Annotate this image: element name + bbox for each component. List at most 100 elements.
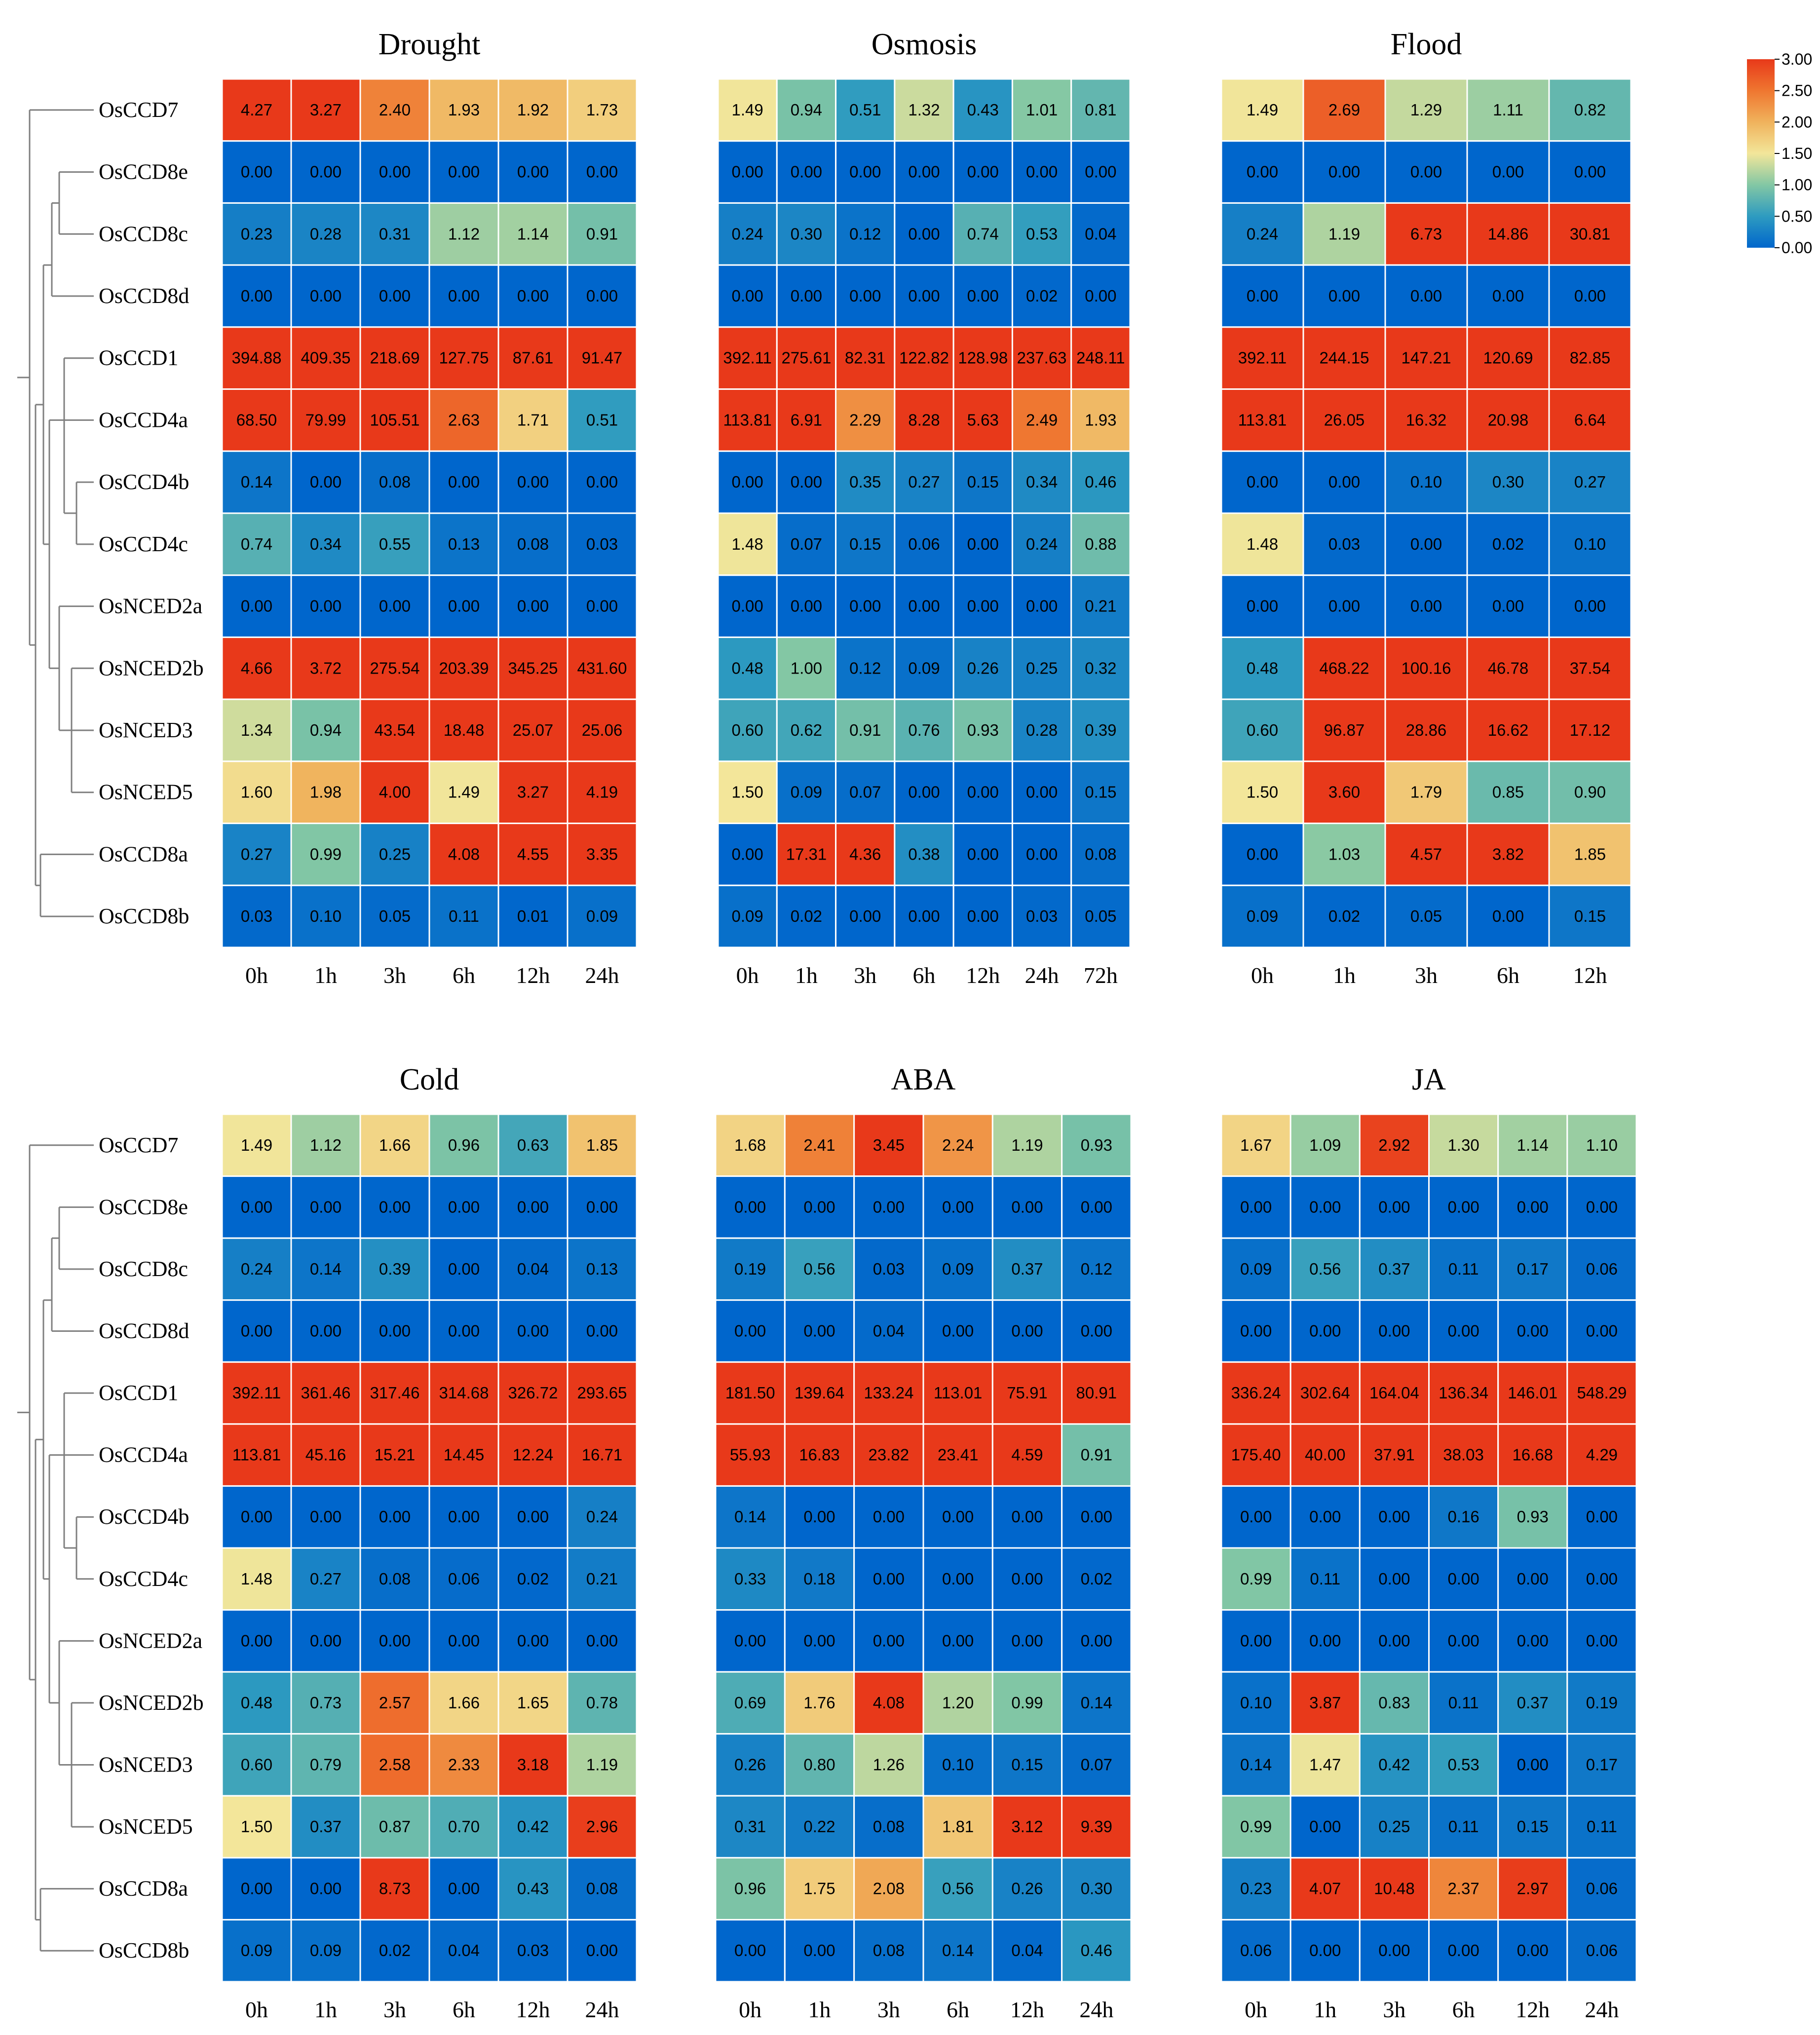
cell-value: 14.86	[1488, 225, 1529, 243]
cell-value: 0.00	[803, 1941, 835, 1960]
heatmap-cell	[290, 1361, 361, 1425]
heatmap-cell	[1548, 636, 1632, 700]
heatmap-cell	[1070, 326, 1131, 390]
cell-value: 1.11	[1493, 101, 1523, 119]
heatmap-cell	[1289, 1361, 1361, 1425]
cell-value: 0.11	[1448, 1694, 1479, 1712]
heatmap-cell	[497, 1299, 569, 1363]
cell-value: 0.91	[849, 721, 881, 739]
cell-value: 0.15	[1517, 1817, 1549, 1836]
x-tick-label: 6h	[453, 1997, 475, 2022]
cell-value: 0.00	[967, 845, 999, 863]
cell-value: 0.00	[1410, 535, 1442, 553]
cell-value: 23.82	[869, 1446, 910, 1464]
heatmap-cell	[1359, 1919, 1430, 1983]
cell-value: 0.00	[1085, 287, 1116, 305]
heatmap-cell	[1384, 202, 1468, 266]
cell-value: 0.00	[791, 287, 822, 305]
x-tick-label: 1h	[1314, 1997, 1336, 2022]
heatmap-panel-ja: JA 1.67 1.09 2.92 1.30 1.14 1.10 0.00 0.00 0.00 0.…	[1220, 1063, 1637, 2022]
cell-value: 0.16	[1447, 1507, 1479, 1526]
heatmap-cell	[1070, 450, 1131, 514]
heatmap-cell	[894, 326, 954, 390]
cell-value: 0.37	[1517, 1694, 1549, 1712]
cell-value: 1.79	[1410, 783, 1442, 801]
cell-value: 0.37	[1378, 1260, 1410, 1278]
x-tick-label: 1h	[795, 963, 818, 988]
cell-value: 1.34	[241, 721, 272, 739]
cell-value: 0.00	[1447, 1631, 1479, 1650]
cell-value: 548.29	[1577, 1384, 1627, 1402]
cell-value: 0.00	[1026, 163, 1058, 181]
heatmap-cell	[497, 512, 569, 576]
heatmap-cell	[1289, 1609, 1361, 1673]
cell-value: 25.07	[513, 721, 554, 739]
cell-value: 1.09	[1309, 1136, 1341, 1154]
cell-value: 1.66	[379, 1136, 411, 1154]
cell-value: 0.04	[517, 1260, 549, 1278]
heatmap-cell	[853, 1299, 924, 1363]
cell-value: 409.35	[301, 349, 351, 367]
cell-value: 0.70	[448, 1817, 480, 1836]
heatmap-panel-osmosis: Osmosis 1.49 0.94 0.51 1.32 0.43 1.01 0.81 0.00 0…	[717, 28, 1131, 988]
cell-value: 0.00	[942, 1198, 974, 1216]
cell-value: 0.06	[908, 535, 940, 553]
heatmap-cell	[221, 512, 292, 576]
cell-value: 0.19	[1586, 1694, 1618, 1712]
heatmap-cell	[1566, 1361, 1637, 1425]
cell-value: 0.00	[908, 163, 940, 181]
gene-label: OsNCED5	[99, 1814, 193, 1839]
heatmap-cell	[1548, 264, 1632, 328]
cell-value: 0.09	[791, 783, 822, 801]
heatmap-cell	[715, 1919, 786, 1983]
cell-value: 46.78	[1488, 659, 1529, 677]
cell-value: 0.00	[873, 1631, 905, 1650]
cell-value: 0.00	[448, 1322, 480, 1340]
cell-value: 0.00	[732, 287, 763, 305]
heatmap-cell	[952, 388, 1013, 452]
cell-value: 0.93	[967, 721, 999, 739]
cell-value: 1.03	[1328, 845, 1360, 863]
cell-value: 0.30	[1492, 473, 1524, 491]
cell-value: 4.57	[1410, 845, 1442, 863]
cell-value: 3.27	[517, 783, 549, 801]
cell-value: 0.25	[1026, 659, 1058, 677]
heatmap-cell	[784, 1423, 855, 1487]
cell-value: 0.91	[1081, 1446, 1112, 1464]
cell-value: 2.58	[379, 1756, 411, 1774]
cell-value: 0.00	[1011, 1322, 1043, 1340]
cell-value: 326.72	[508, 1384, 558, 1402]
cell-value: 275.54	[370, 659, 420, 677]
cell-value: 0.00	[241, 1631, 272, 1650]
x-tick-label: 6h	[1497, 963, 1519, 988]
cell-value: 17.31	[786, 845, 827, 863]
cell-value: 0.00	[1574, 597, 1606, 615]
x-tick-label: 12h	[1010, 1997, 1044, 2022]
heatmap-cell	[1220, 1299, 1291, 1363]
cell-value: 0.28	[1026, 721, 1058, 739]
cell-value: 3.12	[1011, 1817, 1043, 1836]
cell-value: 0.04	[1085, 225, 1116, 243]
cell-value: 0.51	[849, 101, 881, 119]
heatmap-cell	[991, 1795, 1063, 1859]
cell-value: 314.68	[439, 1384, 489, 1402]
gene-label: OsNCED5	[99, 780, 193, 804]
heatmap-cell	[952, 574, 1013, 638]
cell-value: 345.25	[508, 659, 558, 677]
cell-value: 0.00	[1240, 1631, 1272, 1650]
heatmap-cell	[1070, 140, 1131, 204]
heatmap-cell	[1566, 1175, 1637, 1239]
cell-value: 0.00	[1011, 1631, 1043, 1650]
cell-value: 16.68	[1512, 1446, 1553, 1464]
cell-value: 0.08	[873, 1817, 905, 1836]
cell-value: 1.76	[803, 1694, 835, 1712]
cell-value: 0.00	[517, 1322, 549, 1340]
heatmap-cell	[715, 1237, 786, 1301]
cell-value: 0.00	[586, 163, 618, 181]
cell-value: 0.00	[379, 1198, 411, 1216]
gene-label: OsCCD7	[99, 1133, 178, 1157]
cell-value: 0.05	[1085, 907, 1116, 925]
cell-value: 0.28	[310, 225, 341, 243]
cell-value: 0.10	[310, 907, 341, 925]
heatmap-cell	[497, 574, 569, 638]
